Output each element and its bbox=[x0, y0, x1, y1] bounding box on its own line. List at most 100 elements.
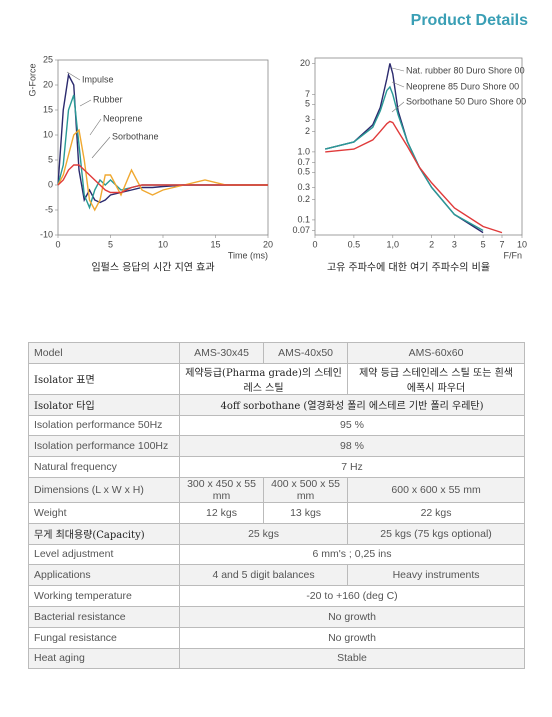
table-cell: 7 Hz bbox=[179, 456, 525, 478]
x-tick-label: 2 bbox=[429, 239, 434, 249]
series-line bbox=[325, 120, 503, 234]
x-axis-label: F/Fn bbox=[503, 250, 522, 260]
y-tick-label: 0.2 bbox=[297, 194, 310, 204]
table-cell: -20 to +160 (deg C) bbox=[179, 585, 525, 607]
legend-label: Sorbothane bbox=[112, 131, 159, 141]
x-axis-label: Time (ms) bbox=[228, 250, 268, 260]
row-label: Dimensions (L x W x H) bbox=[28, 476, 180, 503]
table-cell: 300 x 450 x 55 mm bbox=[178, 476, 265, 503]
table-cell: 600 x 600 x 55 mm bbox=[347, 476, 525, 503]
row-label: Model bbox=[28, 342, 180, 364]
row-label: Isolator 타입 bbox=[28, 393, 180, 416]
x-tick-label: 7 bbox=[499, 239, 504, 249]
y-tick-label: 0 bbox=[48, 179, 53, 189]
row-label: Natural frequency bbox=[28, 456, 180, 478]
leader-line bbox=[89, 118, 102, 136]
table-cell: 98 % bbox=[179, 435, 525, 458]
y-tick-label: 25 bbox=[43, 54, 53, 64]
row-label: Isolator 표면 bbox=[28, 362, 180, 395]
table-cell: AMS-60x60 bbox=[347, 342, 525, 364]
y-tick-label: 5 bbox=[305, 99, 310, 109]
table-cell: 4 and 5 digit balances bbox=[178, 564, 349, 587]
table-row: Isolation performance 100Hz 98 % bbox=[28, 435, 525, 458]
series-line bbox=[325, 85, 484, 232]
table-row: Dimensions (L x W x H) 300 x 450 x 55 mm 4… bbox=[28, 476, 525, 503]
row-label: Isolation performance 100Hz bbox=[28, 435, 180, 458]
x-tick-label: 5 bbox=[108, 239, 113, 249]
table-row: Weight 12 kgs 13 kgs 22 kgs bbox=[28, 501, 525, 524]
x-tick-label: 0 bbox=[312, 239, 317, 249]
legend-label: Neoprene bbox=[103, 113, 143, 123]
table-cell: Heavy instruments bbox=[347, 564, 525, 587]
table-row: Bacterial resistance No growth bbox=[28, 605, 525, 628]
leader-line bbox=[91, 136, 111, 159]
table-row: Natural frequency 7 Hz bbox=[28, 456, 525, 478]
y-tick-label: 3 bbox=[305, 114, 310, 124]
table-row: Level adjustment 6 mm's ; 0,25 ins bbox=[28, 543, 525, 566]
y-tick-label: 10 bbox=[43, 129, 53, 139]
leader-line bbox=[66, 71, 81, 81]
y-tick-label: 20 bbox=[300, 58, 310, 68]
y-tick-label: -10 bbox=[40, 229, 53, 239]
table-cell: 400 x 500 x 55 mm bbox=[263, 476, 349, 503]
row-label: 무게 최대용량(Capacity) bbox=[28, 522, 180, 545]
x-tick-label: 20 bbox=[263, 239, 273, 249]
table-row: Isolator 표면 제약등급(Pharma grade)의 스테인레스 스틸 제… bbox=[28, 362, 525, 395]
x-tick-label: 5 bbox=[481, 239, 486, 249]
table-row: Model AMS-30x45 AMS-40x50 AMS-60x60 bbox=[28, 342, 525, 364]
y-tick-label: 0.5 bbox=[297, 167, 310, 177]
y-tick-label: 1.0 bbox=[297, 146, 310, 156]
y-tick-label: -5 bbox=[45, 204, 53, 214]
chart-caption: 고유 주파수에 대한 여기 주파수의 비율 bbox=[327, 262, 490, 274]
row-label: Weight bbox=[28, 501, 180, 524]
y-tick-label: 0.1 bbox=[297, 214, 310, 224]
row-label: Working temperature bbox=[28, 585, 180, 607]
row-label: Level adjustment bbox=[28, 543, 180, 566]
table-cell: 22 kgs bbox=[347, 501, 525, 524]
legend-label: Nat. rubber 80 Duro Shore 00 bbox=[406, 65, 525, 75]
series-line bbox=[57, 164, 268, 194]
table-cell: AMS-40x50 bbox=[263, 342, 349, 364]
x-tick-label: 0 bbox=[55, 239, 60, 249]
table-cell: 4off sorbothane (열경화성 폴리 에스테르 기반 폴리 우레탄) bbox=[179, 393, 525, 416]
leader-line bbox=[391, 81, 405, 88]
table-cell: Stable bbox=[179, 647, 525, 670]
y-tick-label: 0.7 bbox=[297, 157, 310, 167]
row-label: Isolation performance 50Hz bbox=[28, 414, 180, 437]
table-cell: 95 % bbox=[179, 414, 525, 437]
page-title: Product Details bbox=[410, 12, 528, 29]
table-row: Fungal resistance No growth bbox=[28, 626, 525, 649]
row-label: Heat aging bbox=[28, 647, 180, 670]
x-tick-label: 15 bbox=[210, 239, 220, 249]
row-label: Fungal resistance bbox=[28, 626, 180, 649]
x-tick-label: 10 bbox=[158, 239, 168, 249]
chart-caption: 임펄스 응답의 시간 지연 효과 bbox=[91, 261, 214, 274]
legend-label: Neoprene 85 Duro Shore 00 bbox=[406, 81, 519, 91]
table-cell: AMS-30x45 bbox=[178, 342, 265, 364]
table-cell: 25 kgs (75 kgs optional) bbox=[347, 522, 525, 545]
leader-line bbox=[79, 99, 92, 107]
x-tick-label: 0.5 bbox=[348, 239, 361, 249]
table-row: Isolation performance 50Hz 95 % bbox=[28, 414, 525, 437]
y-tick-label: 2 bbox=[305, 126, 310, 136]
table-row: Heat aging Stable bbox=[28, 647, 525, 670]
table-cell: 제약 등급 스테인레스 스틸 또는 흰색 에폭시 파우더 bbox=[347, 362, 525, 395]
y-tick-label: 5 bbox=[48, 154, 53, 164]
series-line bbox=[57, 72, 268, 204]
table-cell: 12 kgs bbox=[178, 501, 265, 524]
table-row: Applications 4 and 5 digit balances Heavy … bbox=[28, 564, 525, 587]
leader-line bbox=[391, 101, 405, 113]
table-cell: 6 mm's ; 0,25 ins bbox=[179, 543, 525, 566]
table-row: Isolator 타입 4off sorbothane (열경화성 폴리 에스테르… bbox=[28, 393, 525, 416]
table-row: Working temperature -20 to +160 (deg C) bbox=[28, 585, 525, 607]
series-line bbox=[57, 128, 268, 212]
spec-table: Model AMS-30x45 AMS-40x50 AMS-60x60 Isolator… bbox=[28, 342, 525, 670]
row-label: Applications bbox=[28, 564, 180, 587]
x-tick-label: 1,0 bbox=[387, 239, 400, 249]
y-axis-label: G-Force bbox=[27, 63, 37, 96]
plot-frame bbox=[314, 57, 523, 236]
legend-label: Sorbothane 50 Duro Shore 00 bbox=[406, 96, 526, 106]
y-tick-label: 15 bbox=[43, 104, 53, 114]
